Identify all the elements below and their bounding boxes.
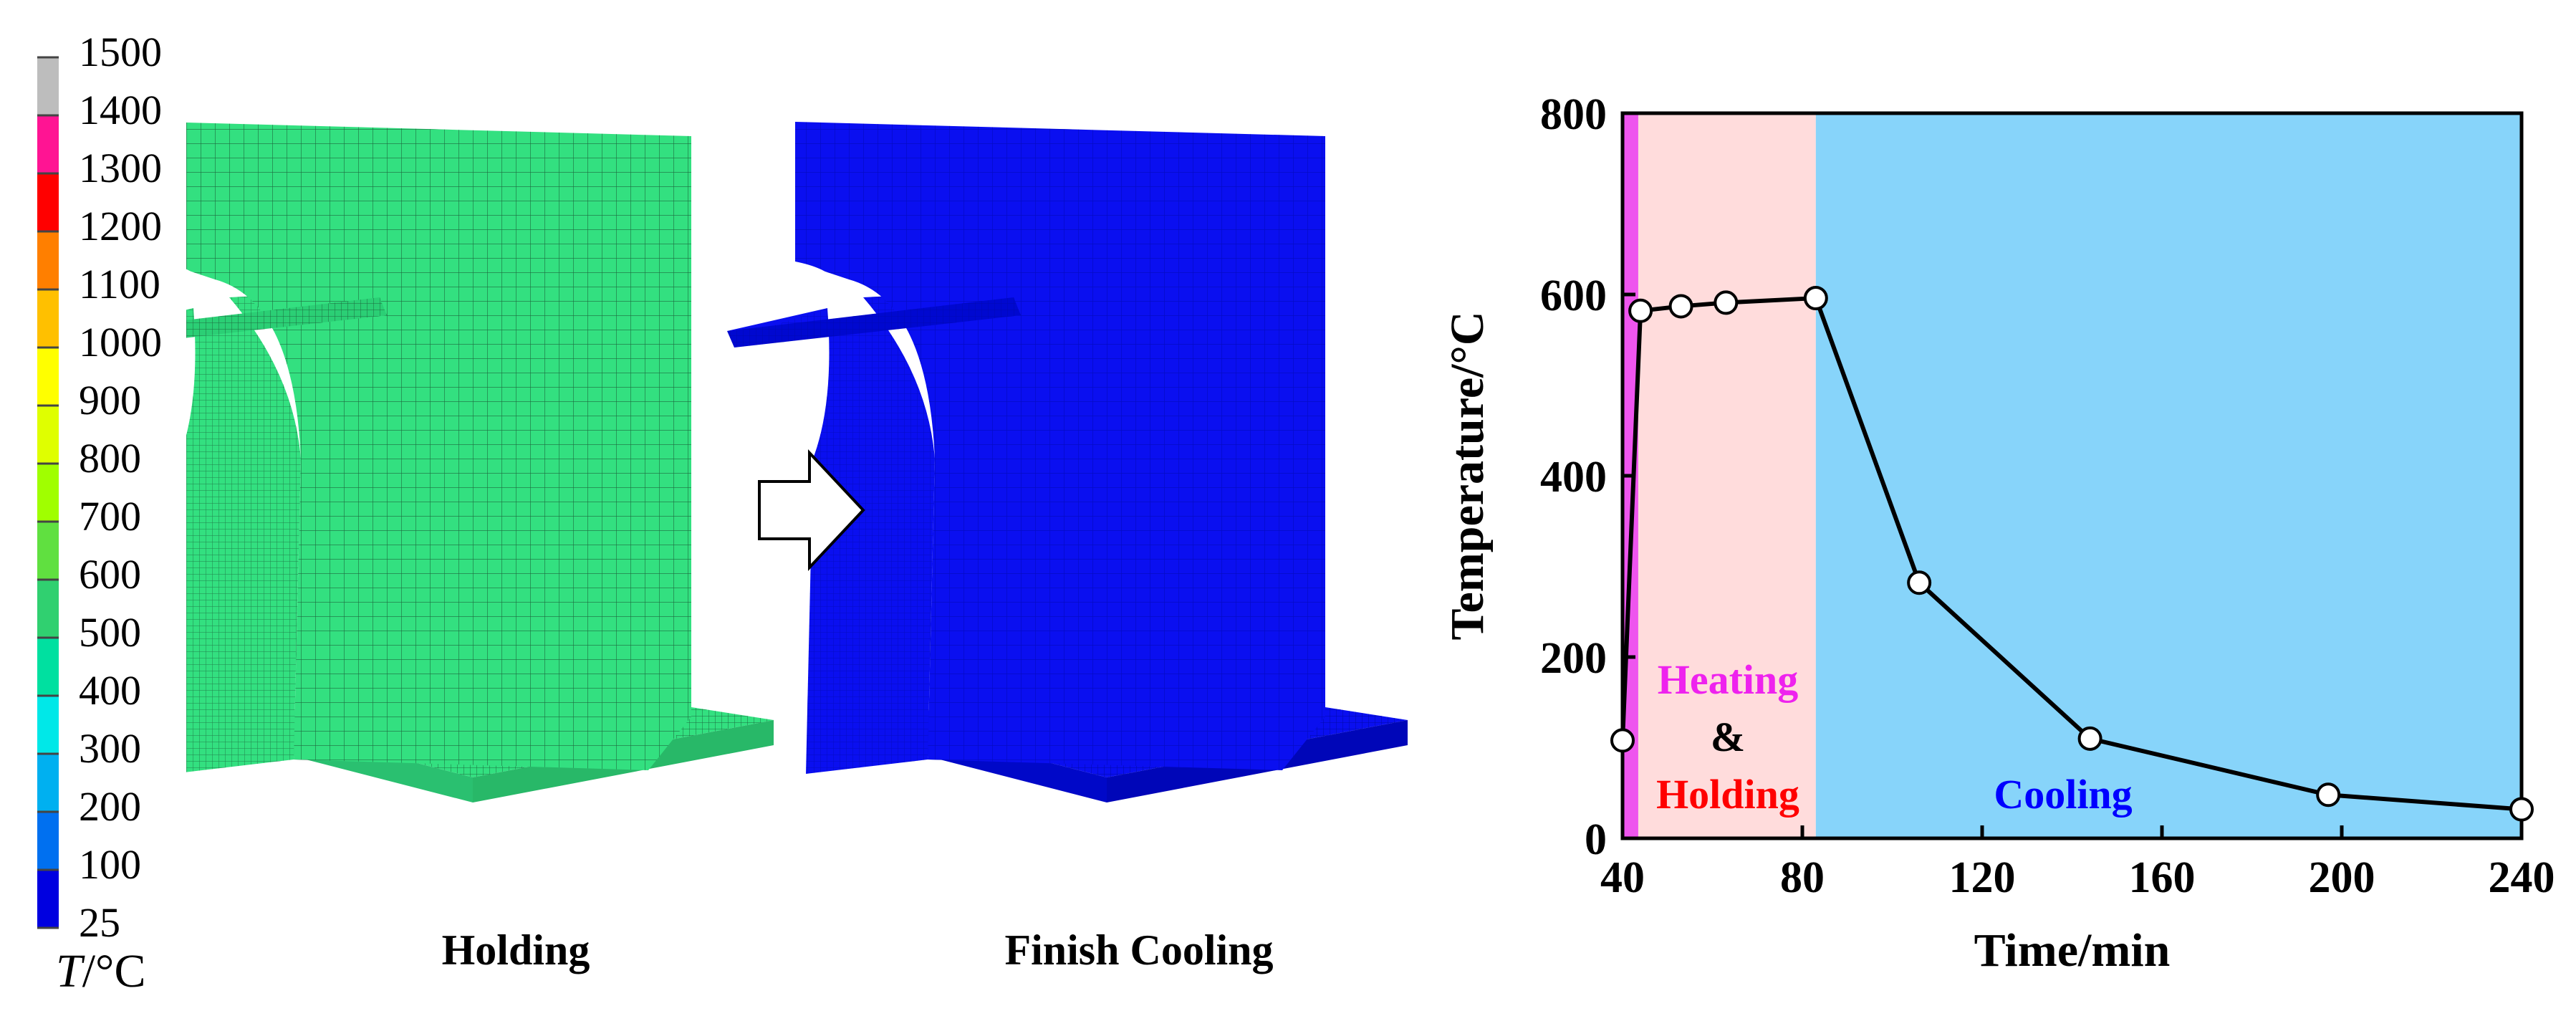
colorbar-band <box>37 289 59 348</box>
y-tick-label: 600 <box>1540 272 1607 320</box>
colorbar-band <box>37 870 59 928</box>
flange-top-mesh <box>727 297 1021 348</box>
phase-region <box>1815 113 2522 838</box>
cooling-caption: Finish Cooling <box>1004 926 1274 974</box>
colorbar-label: 1200 <box>79 203 162 249</box>
data-point <box>2509 797 2534 822</box>
model-figures: Holding Finish Cooling <box>93 0 1440 1007</box>
y-tick-label: 200 <box>1540 634 1607 683</box>
web-plate-mesh <box>161 122 691 770</box>
colorbar-unit-rest: /°C <box>82 945 146 997</box>
colorbar-band <box>37 638 59 696</box>
phase-annotation: Holding <box>1656 771 1799 818</box>
colorbar-band <box>37 464 59 522</box>
x-tick-label: 80 <box>1780 853 1825 902</box>
data-point <box>2077 726 2102 751</box>
y-tick-label: 800 <box>1540 90 1607 139</box>
x-tick-label: 40 <box>1600 853 1645 902</box>
colorbar-svg <box>37 56 59 929</box>
colorbar-band <box>37 57 59 115</box>
x-tick-label: 200 <box>2309 853 2375 902</box>
y-axis-label: Temperature/°C <box>1441 311 1494 640</box>
colorbar-label: 300 <box>79 725 141 772</box>
flange-web-mesh <box>756 290 1014 774</box>
colorbar-label: 1000 <box>79 319 162 365</box>
colorbar-band <box>37 115 59 173</box>
colorbar-label: 500 <box>79 609 141 656</box>
colorbar-label: 700 <box>79 493 141 540</box>
colorbar-band <box>37 406 59 464</box>
data-point <box>2316 782 2341 808</box>
flange-web-mesh <box>122 290 380 774</box>
web-notch <box>792 262 838 308</box>
data-point <box>1714 290 1739 315</box>
colorbar-band <box>37 348 59 406</box>
colorbar-band <box>37 754 59 812</box>
phase-annotation: Heating <box>1658 656 1799 703</box>
colorbar-unit-var: T <box>56 945 82 997</box>
colorbar-unit: T/°C <box>56 944 145 999</box>
data-point <box>1610 728 1635 753</box>
holding-caption: Holding <box>441 926 590 974</box>
data-point <box>1628 298 1653 323</box>
colorbar-band <box>37 812 59 870</box>
data-point <box>1803 286 1828 311</box>
x-tick-label: 160 <box>2129 853 2196 902</box>
colorbar-label: 800 <box>79 435 141 481</box>
colorbar-label: 900 <box>79 377 141 423</box>
colorbar-label: 1100 <box>79 261 160 307</box>
x-tick-label: 120 <box>1949 853 2016 902</box>
colorbar-band <box>37 696 59 754</box>
x-axis-label: Time/min <box>1974 924 2171 977</box>
colorbar-label: 600 <box>79 551 141 598</box>
colorbar-band <box>37 231 59 289</box>
colorbar-band <box>37 173 59 231</box>
temperature-colorbar: 1500 1400 1300 1200 1100 1000 900 800 700 600 500 4… <box>0 0 186 1007</box>
chart-svg: 40 80 120 160 200 240 0 200 400 600 800 Time/min Tem… <box>1441 90 2555 977</box>
colorbar-band <box>37 522 59 580</box>
data-point <box>1907 570 1932 595</box>
colorbar-label: 1300 <box>79 145 162 191</box>
colorbar-label: 400 <box>79 667 141 714</box>
phase-annotation: & <box>1711 714 1745 760</box>
colorbar-band <box>37 580 59 638</box>
y-tick-label: 0 <box>1585 815 1607 864</box>
colorbar-label: 200 <box>79 783 141 830</box>
temperature-chart: 40 80 120 160 200 240 0 200 400 600 800 Time/min Tem… <box>1426 0 2576 1007</box>
colorbar-label: 25 <box>79 899 120 946</box>
cooling-model <box>727 122 1408 802</box>
phase-annotation: Cooling <box>1994 771 2132 818</box>
models-svg <box>93 122 1408 802</box>
x-tick-label: 240 <box>2489 853 2555 902</box>
colorbar-label: 1500 <box>79 29 162 75</box>
phase-region <box>1638 113 1816 838</box>
data-point <box>1668 294 1693 319</box>
y-tick-label: 400 <box>1540 453 1607 502</box>
web-plate-mesh <box>795 122 1325 770</box>
colorbar-label: 100 <box>79 841 141 888</box>
right-arrow-icon <box>758 449 865 572</box>
colorbar-label: 1400 <box>79 87 162 133</box>
holding-model <box>93 122 774 802</box>
